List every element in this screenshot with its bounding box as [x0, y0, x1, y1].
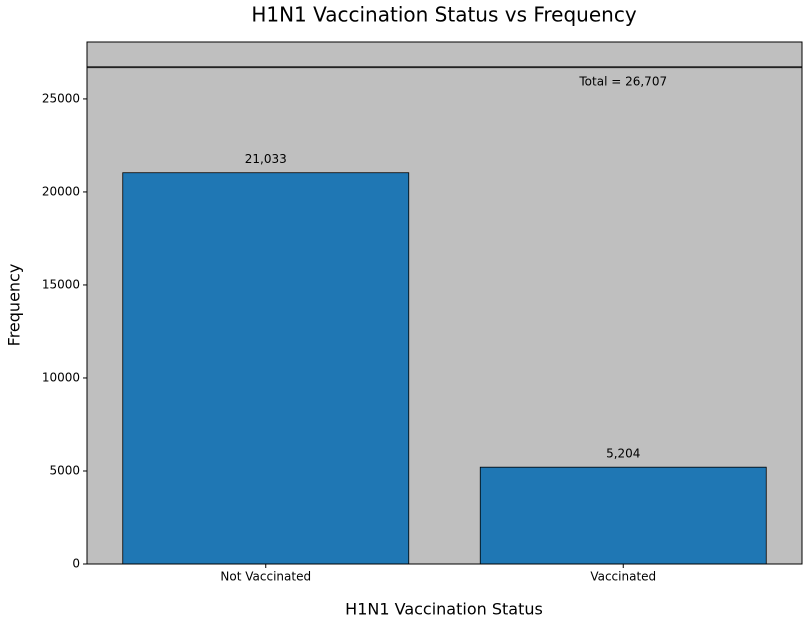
plot-frame: [86, 41, 803, 565]
y-tick-label: 15000: [42, 277, 80, 291]
y-tick-label: 20000: [42, 184, 80, 198]
x-axis-label: H1N1 Vaccination Status: [345, 600, 543, 619]
total-label: Total = 26,707: [578, 75, 667, 89]
bar: [122, 172, 410, 565]
bar: [479, 466, 767, 565]
y-tick-label: 10000: [42, 370, 80, 384]
x-tick-label: Not Vaccinated: [220, 570, 311, 584]
y-tick-label: 25000: [42, 91, 80, 105]
value-label: 21,033: [245, 152, 287, 166]
value-label: 5,204: [606, 447, 640, 461]
y-tick-label: 0: [72, 557, 80, 571]
y-tick-label: 5000: [49, 463, 80, 477]
x-tick-label: Vaccinated: [590, 570, 656, 584]
y-axis-label: Frequency: [5, 264, 24, 347]
chart-title: H1N1 Vaccination Status vs Frequency: [251, 3, 637, 27]
